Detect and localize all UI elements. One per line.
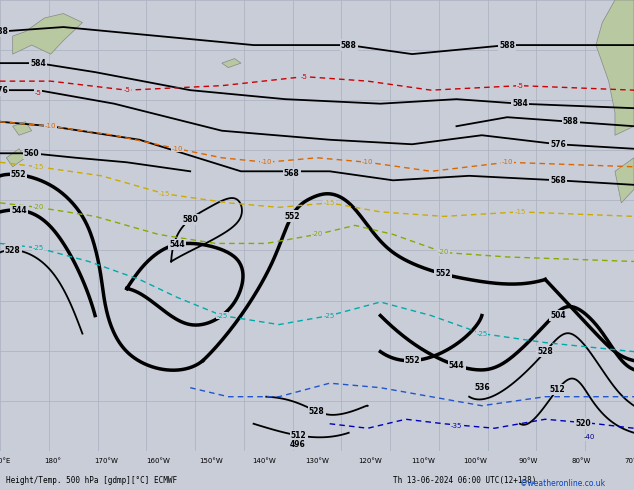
- Text: 580: 580: [182, 215, 198, 224]
- Text: 588: 588: [0, 27, 8, 36]
- Text: 528: 528: [309, 407, 325, 416]
- Text: 576: 576: [550, 140, 566, 149]
- Text: 576: 576: [0, 86, 8, 95]
- Text: 512: 512: [550, 385, 565, 394]
- Text: -15: -15: [32, 164, 44, 170]
- Text: -15: -15: [324, 200, 335, 206]
- Text: 584: 584: [512, 99, 527, 108]
- Text: 504: 504: [550, 311, 566, 320]
- Text: -20: -20: [438, 249, 450, 255]
- Text: -25: -25: [32, 245, 44, 251]
- Text: -40: -40: [584, 434, 595, 441]
- Text: -10: -10: [362, 159, 373, 165]
- Text: 552: 552: [284, 212, 300, 220]
- Text: 120°W: 120°W: [358, 458, 382, 464]
- Text: 588: 588: [499, 41, 515, 49]
- Text: 568: 568: [550, 176, 566, 185]
- Text: ©weatheronline.co.uk: ©weatheronline.co.uk: [520, 479, 605, 488]
- Text: 528: 528: [5, 245, 21, 255]
- Text: -10: -10: [45, 123, 56, 129]
- Text: 110°W: 110°W: [411, 458, 435, 464]
- Text: 140°W: 140°W: [252, 458, 276, 464]
- Text: -25: -25: [476, 331, 488, 337]
- Text: -10: -10: [261, 159, 272, 165]
- Text: -5: -5: [124, 87, 130, 93]
- Text: -20: -20: [32, 204, 44, 210]
- Text: 496: 496: [290, 440, 306, 448]
- Text: 552: 552: [11, 170, 26, 179]
- Text: -15: -15: [159, 191, 171, 197]
- Text: 512: 512: [291, 431, 307, 440]
- Text: -15: -15: [514, 209, 526, 215]
- Text: 544: 544: [11, 206, 27, 215]
- Text: 528: 528: [538, 347, 553, 356]
- Text: 552: 552: [404, 356, 420, 365]
- Text: Th 13-06-2024 06:00 UTC(12+138): Th 13-06-2024 06:00 UTC(12+138): [393, 476, 536, 485]
- Text: 170°E: 170°E: [0, 458, 11, 464]
- Text: -20: -20: [311, 231, 323, 238]
- Text: 150°W: 150°W: [199, 458, 223, 464]
- Text: 520: 520: [576, 419, 591, 428]
- Text: -25: -25: [216, 313, 228, 318]
- Text: 568: 568: [284, 169, 299, 178]
- Text: 536: 536: [474, 383, 489, 392]
- Text: -5: -5: [517, 83, 523, 89]
- Text: 100°W: 100°W: [463, 458, 488, 464]
- Text: 584: 584: [30, 59, 46, 68]
- Text: 80°W: 80°W: [572, 458, 591, 464]
- Text: -35: -35: [451, 423, 462, 429]
- Text: 180°: 180°: [44, 458, 61, 464]
- Text: -10: -10: [501, 159, 513, 165]
- Text: -25: -25: [324, 313, 335, 318]
- Text: 170°W: 170°W: [94, 458, 118, 464]
- Text: 70°W: 70°W: [624, 458, 634, 464]
- Text: 552: 552: [436, 270, 451, 278]
- Text: 544: 544: [169, 240, 185, 249]
- Text: 560: 560: [24, 149, 39, 158]
- Text: 544: 544: [449, 361, 464, 370]
- Text: -5: -5: [35, 90, 41, 96]
- Text: 160°W: 160°W: [146, 458, 171, 464]
- Text: 90°W: 90°W: [519, 458, 538, 464]
- Text: -10: -10: [172, 146, 183, 152]
- Text: Height/Temp. 500 hPa [gdmp][°C] ECMWF: Height/Temp. 500 hPa [gdmp][°C] ECMWF: [6, 476, 178, 485]
- Text: 588: 588: [340, 41, 357, 49]
- Text: 588: 588: [562, 117, 579, 126]
- Text: 130°W: 130°W: [305, 458, 329, 464]
- Text: -5: -5: [301, 74, 307, 80]
